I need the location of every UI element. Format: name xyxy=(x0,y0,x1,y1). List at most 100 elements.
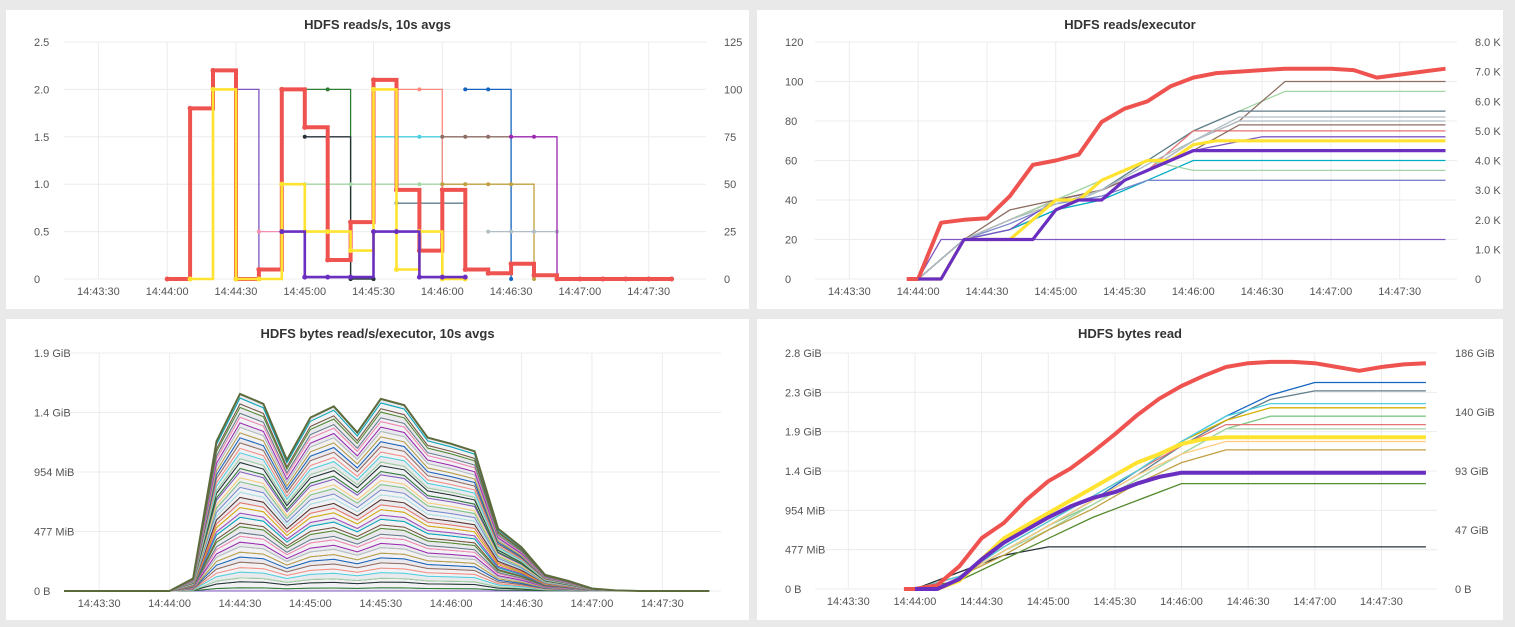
data-point xyxy=(302,134,307,139)
x-tick-label: 14:44:00 xyxy=(148,598,191,610)
x-tick-label: 14:47:00 xyxy=(1293,596,1336,608)
x-tick-label: 14:47:30 xyxy=(627,286,670,298)
data-point xyxy=(325,229,331,235)
y2-tick-label: 140 GiB xyxy=(1455,407,1495,419)
data-point xyxy=(348,248,354,254)
data-point xyxy=(279,86,285,92)
data-point xyxy=(463,182,468,187)
data-point xyxy=(302,124,308,130)
y2-tick-label: 93 GiB xyxy=(1455,466,1489,478)
data-point xyxy=(256,229,261,234)
data-point xyxy=(325,274,331,280)
data-point xyxy=(210,86,216,92)
x-tick-label: 14:45:00 xyxy=(283,286,326,298)
x-tick-label: 14:47:30 xyxy=(1378,286,1421,298)
data-point xyxy=(371,229,377,235)
y-tick-label: 100 xyxy=(785,77,803,89)
series-line xyxy=(511,136,558,279)
x-tick-label: 14:43:30 xyxy=(828,286,871,298)
data-point xyxy=(509,182,514,187)
series-line xyxy=(442,183,535,279)
data-point xyxy=(348,219,354,225)
y-tick-label: 1.0 xyxy=(34,179,49,191)
data-point xyxy=(256,276,262,282)
data-point xyxy=(279,229,285,235)
data-point xyxy=(164,276,170,282)
y2-tick-label: 47 GiB xyxy=(1455,525,1489,537)
data-point xyxy=(554,276,560,282)
series-line xyxy=(304,136,374,280)
y-tick-label: 1.9 GiB xyxy=(34,348,71,360)
x-tick-label: 14:44:00 xyxy=(897,286,940,298)
data-point xyxy=(440,134,445,139)
x-tick-label: 14:45:30 xyxy=(1093,596,1136,608)
x-tick-label: 14:47:00 xyxy=(1309,286,1352,298)
data-point xyxy=(486,229,491,234)
y-tick-label: 1.4 GiB xyxy=(34,408,71,420)
data-point xyxy=(463,134,468,139)
data-point xyxy=(508,261,514,267)
x-tick-label: 14:43:30 xyxy=(827,596,870,608)
chart-panel-hdfs-bytes-read: HDFS bytes read 0 B 477 MiB 954 MiB 1.4 GiB… xyxy=(757,319,1503,620)
y2-tick-label: 8.0 K xyxy=(1475,37,1501,49)
x-tick-label: 14:45:30 xyxy=(359,598,402,610)
series-line xyxy=(914,482,1426,590)
x-tick-label: 14:46:30 xyxy=(500,598,543,610)
data-point xyxy=(302,274,308,280)
y2-tick-label: 0 xyxy=(724,274,730,286)
data-point xyxy=(669,276,675,282)
y2-tick-label: 100 xyxy=(724,84,742,96)
data-point xyxy=(440,182,445,187)
x-tick-label: 14:44:30 xyxy=(960,596,1003,608)
data-point xyxy=(233,276,239,282)
data-point xyxy=(486,182,491,187)
chart-title: HDFS bytes read xyxy=(1077,326,1183,341)
series-line xyxy=(917,90,1446,280)
chart-plot: 0 0.5 1.0 1.5 2.0 2.5 0 25 50 75 100 125 14:43:30 14:… xyxy=(34,37,742,298)
y-tick-label: 80 xyxy=(785,116,797,128)
data-point xyxy=(210,67,216,73)
stacked-area-top xyxy=(64,392,710,592)
data-point xyxy=(417,182,422,187)
x-tick-label: 14:45:00 xyxy=(1034,286,1077,298)
data-point xyxy=(371,86,377,92)
x-tick-label: 14:46:30 xyxy=(1227,596,1270,608)
x-tick-label: 14:45:00 xyxy=(1027,596,1070,608)
data-point xyxy=(393,267,399,273)
series-line-purple xyxy=(915,470,1426,591)
y2-tick-label: 0 B xyxy=(1455,584,1472,596)
x-tick-label: 14:45:30 xyxy=(1103,286,1146,298)
y2-tick-label: 0 xyxy=(1475,274,1481,286)
data-point xyxy=(485,270,491,276)
x-tick-label: 14:46:00 xyxy=(421,286,464,298)
y-tick-label: 0 B xyxy=(785,584,802,596)
data-point xyxy=(462,267,468,273)
x-tick-label: 14:44:00 xyxy=(146,286,189,298)
data-point xyxy=(417,134,422,139)
x-tick-label: 14:45:30 xyxy=(352,286,395,298)
x-tick-label: 14:44:30 xyxy=(215,286,258,298)
y2-tick-label: 1.0 K xyxy=(1475,244,1501,256)
data-point xyxy=(325,87,330,92)
y-tick-label: 1.5 xyxy=(34,132,49,144)
y2-tick-label: 3.0 K xyxy=(1475,185,1501,197)
x-tick-label: 14:44:30 xyxy=(966,286,1009,298)
y-tick-label: 954 MiB xyxy=(34,467,74,479)
y2-tick-label: 75 xyxy=(724,132,736,144)
series-line xyxy=(914,449,1426,590)
y-tick-label: 60 xyxy=(785,156,797,168)
series-line xyxy=(914,407,1426,590)
data-point xyxy=(462,274,468,280)
y-tick-label: 120 xyxy=(785,37,803,49)
data-point xyxy=(348,274,354,280)
y2-tick-label: 5.0 K xyxy=(1475,126,1501,138)
data-point xyxy=(439,187,445,193)
series-line xyxy=(917,116,1446,280)
y-tick-label: 0.5 xyxy=(34,227,49,239)
data-point xyxy=(623,276,629,282)
y2-tick-label: 186 GiB xyxy=(1455,348,1495,360)
y-tick-label: 477 MiB xyxy=(785,545,825,557)
series-line xyxy=(914,440,1426,590)
y-tick-label: 2.0 xyxy=(34,84,49,96)
data-point xyxy=(325,257,331,263)
